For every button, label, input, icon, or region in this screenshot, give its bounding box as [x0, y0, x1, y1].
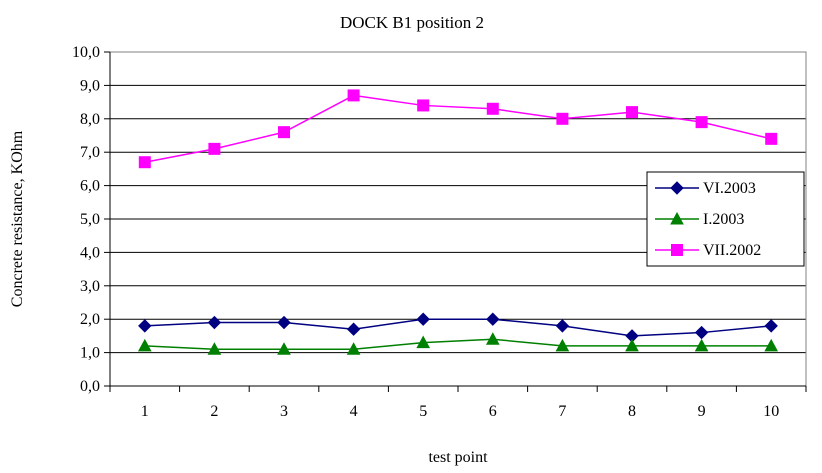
data-point: [417, 99, 430, 112]
x-tick-label: 6: [489, 403, 497, 420]
data-point: [277, 342, 291, 355]
series-line: [144, 94, 772, 163]
data-point: [416, 335, 431, 349]
series-I.2003: [137, 332, 779, 355]
data-point: [207, 315, 222, 330]
x-tick-label: 1: [141, 403, 149, 420]
x-tick-label: 8: [628, 403, 636, 420]
y-tick-label: 6,0: [80, 178, 100, 195]
data-point: [137, 338, 152, 352]
y-tick-label: 2,0: [80, 311, 100, 328]
y-tick-label: 3,0: [80, 278, 100, 295]
x-tick-label: 4: [350, 403, 358, 420]
y-tick-label: 1,0: [80, 345, 100, 362]
data-point: [347, 89, 360, 102]
tick-labels: 0,0 1,0 2,0 3,0 4,0 5,0 6,0 7,0 8,0 9,0 10,0 1 2 3 4 5 6…: [72, 44, 779, 420]
data-point: [208, 142, 221, 155]
x-axis-title: test point: [428, 449, 488, 466]
data-point: [486, 312, 500, 326]
data-point: [625, 338, 639, 352]
data-point: [416, 312, 430, 326]
y-tick-label: 4,0: [80, 244, 100, 261]
data-point: [556, 112, 569, 125]
data-point: [555, 338, 570, 352]
series-line: [144, 318, 772, 337]
y-tick-label: 5,0: [80, 211, 100, 228]
legend-label: I.2003: [703, 211, 744, 228]
data-point: [695, 116, 708, 129]
y-tick-label: 7,0: [80, 144, 100, 161]
legend-label: VI.2003: [703, 180, 756, 197]
data-point: [138, 156, 151, 169]
series-VI.2003: [138, 312, 778, 343]
axes: [104, 51, 807, 392]
data-point: [278, 126, 290, 139]
x-tick-label: 10: [763, 403, 779, 420]
data-point: [207, 342, 222, 355]
data-point: [671, 244, 683, 256]
chart-title: DOCK B1 position 2: [340, 13, 484, 32]
x-tick-label: 7: [558, 403, 566, 420]
y-axis-title: Concrete resistance, KOhm: [9, 130, 26, 307]
legend: VI.2003 I.2003 VII.2002: [646, 171, 805, 267]
data-point: [764, 338, 779, 352]
data-point: [486, 102, 499, 115]
data-point: [764, 319, 778, 333]
y-tick-label: 0,0: [80, 378, 100, 395]
x-tick-label: 3: [280, 403, 288, 420]
y-tick-label: 10,0: [72, 44, 100, 61]
data-point: [626, 106, 638, 119]
x-tick-label: 2: [210, 403, 218, 420]
x-tick-label: 5: [419, 403, 427, 420]
x-tick-label: 9: [698, 403, 706, 420]
data-point: [670, 211, 684, 225]
data-point: [138, 319, 152, 333]
data-point: [485, 332, 500, 345]
y-tick-label: 9,0: [80, 77, 100, 94]
data-point: [277, 315, 291, 330]
data-point: [670, 181, 684, 195]
data-point: [555, 319, 570, 333]
legend-label: VII.2002: [703, 242, 761, 259]
series-line: [144, 338, 772, 351]
data-point: [346, 322, 361, 336]
series-layer: [137, 89, 779, 355]
data-point: [694, 338, 709, 352]
series-VII.2002: [138, 89, 778, 169]
data-point: [346, 342, 361, 355]
y-tick-label: 8,0: [80, 111, 100, 128]
data-point: [765, 132, 778, 145]
data-point: [694, 325, 709, 340]
